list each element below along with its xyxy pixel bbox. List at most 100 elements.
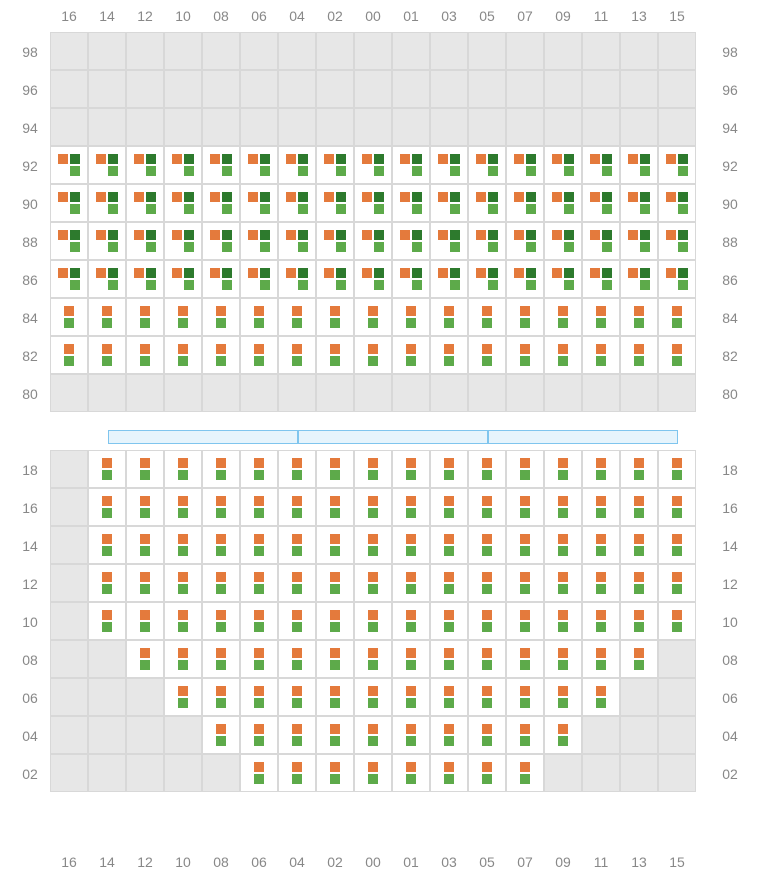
- seat-cell[interactable]: [240, 146, 278, 184]
- seat-cell[interactable]: [88, 146, 126, 184]
- seat-cell[interactable]: [354, 526, 392, 564]
- seat-cell[interactable]: [202, 184, 240, 222]
- seat-cell[interactable]: [430, 184, 468, 222]
- seat-cell[interactable]: [544, 222, 582, 260]
- seat-cell[interactable]: [468, 146, 506, 184]
- seat-cell[interactable]: [658, 260, 696, 298]
- seat-cell[interactable]: [392, 222, 430, 260]
- seat-cell[interactable]: [164, 222, 202, 260]
- seat-cell[interactable]: [430, 260, 468, 298]
- seat-cell[interactable]: [506, 754, 544, 792]
- seat-cell[interactable]: [88, 336, 126, 374]
- seat-cell[interactable]: [202, 336, 240, 374]
- seat-cell[interactable]: [354, 450, 392, 488]
- seat-cell[interactable]: [88, 184, 126, 222]
- seat-cell[interactable]: [202, 146, 240, 184]
- seat-cell[interactable]: [126, 184, 164, 222]
- seat-cell[interactable]: [468, 716, 506, 754]
- seat-cell[interactable]: [278, 754, 316, 792]
- seat-cell[interactable]: [88, 298, 126, 336]
- seat-cell[interactable]: [468, 222, 506, 260]
- seat-cell[interactable]: [88, 564, 126, 602]
- seat-cell[interactable]: [506, 716, 544, 754]
- seat-cell[interactable]: [316, 336, 354, 374]
- seat-cell[interactable]: [240, 260, 278, 298]
- seat-cell[interactable]: [582, 336, 620, 374]
- seat-cell[interactable]: [582, 640, 620, 678]
- seat-cell[interactable]: [50, 298, 88, 336]
- seat-cell[interactable]: [392, 298, 430, 336]
- seat-cell[interactable]: [582, 184, 620, 222]
- seat-cell[interactable]: [620, 602, 658, 640]
- seat-cell[interactable]: [544, 298, 582, 336]
- seat-cell[interactable]: [392, 336, 430, 374]
- seat-cell[interactable]: [126, 564, 164, 602]
- seat-cell[interactable]: [126, 488, 164, 526]
- seat-cell[interactable]: [88, 602, 126, 640]
- seat-cell[interactable]: [164, 640, 202, 678]
- seat-cell[interactable]: [278, 564, 316, 602]
- seat-cell[interactable]: [126, 526, 164, 564]
- seat-cell[interactable]: [240, 222, 278, 260]
- seat-cell[interactable]: [468, 184, 506, 222]
- seat-cell[interactable]: [430, 298, 468, 336]
- seat-cell[interactable]: [126, 450, 164, 488]
- seat-cell[interactable]: [240, 298, 278, 336]
- seat-cell[interactable]: [544, 716, 582, 754]
- seat-cell[interactable]: [164, 184, 202, 222]
- seat-cell[interactable]: [544, 184, 582, 222]
- seat-cell[interactable]: [202, 716, 240, 754]
- seat-cell[interactable]: [468, 678, 506, 716]
- seat-cell[interactable]: [278, 184, 316, 222]
- seat-cell[interactable]: [354, 336, 392, 374]
- seat-cell[interactable]: [430, 640, 468, 678]
- seat-cell[interactable]: [430, 564, 468, 602]
- seat-cell[interactable]: [544, 602, 582, 640]
- seat-cell[interactable]: [50, 260, 88, 298]
- seat-cell[interactable]: [354, 184, 392, 222]
- seat-cell[interactable]: [468, 640, 506, 678]
- seat-cell[interactable]: [240, 640, 278, 678]
- seat-cell[interactable]: [354, 222, 392, 260]
- seat-cell[interactable]: [620, 222, 658, 260]
- seat-cell[interactable]: [506, 526, 544, 564]
- seat-cell[interactable]: [544, 640, 582, 678]
- seat-cell[interactable]: [430, 602, 468, 640]
- seat-cell[interactable]: [620, 184, 658, 222]
- seat-cell[interactable]: [88, 526, 126, 564]
- seat-cell[interactable]: [164, 146, 202, 184]
- seat-cell[interactable]: [50, 184, 88, 222]
- seat-cell[interactable]: [316, 184, 354, 222]
- seat-cell[interactable]: [88, 488, 126, 526]
- seat-cell[interactable]: [658, 298, 696, 336]
- seat-cell[interactable]: [506, 222, 544, 260]
- seat-cell[interactable]: [582, 298, 620, 336]
- seat-cell[interactable]: [506, 298, 544, 336]
- seat-cell[interactable]: [544, 260, 582, 298]
- seat-cell[interactable]: [506, 488, 544, 526]
- seat-cell[interactable]: [506, 602, 544, 640]
- seat-cell[interactable]: [202, 526, 240, 564]
- seat-cell[interactable]: [126, 602, 164, 640]
- seat-cell[interactable]: [164, 564, 202, 602]
- seat-cell[interactable]: [164, 488, 202, 526]
- seat-cell[interactable]: [658, 146, 696, 184]
- seat-cell[interactable]: [392, 754, 430, 792]
- seat-cell[interactable]: [240, 678, 278, 716]
- seat-cell[interactable]: [202, 640, 240, 678]
- seat-cell[interactable]: [278, 222, 316, 260]
- seat-cell[interactable]: [582, 450, 620, 488]
- seat-cell[interactable]: [620, 336, 658, 374]
- seat-cell[interactable]: [468, 450, 506, 488]
- seat-cell[interactable]: [354, 640, 392, 678]
- seat-cell[interactable]: [506, 146, 544, 184]
- seat-cell[interactable]: [544, 146, 582, 184]
- seat-cell[interactable]: [392, 526, 430, 564]
- seat-cell[interactable]: [544, 336, 582, 374]
- seat-cell[interactable]: [316, 526, 354, 564]
- seat-cell[interactable]: [278, 146, 316, 184]
- seat-cell[interactable]: [468, 336, 506, 374]
- seat-cell[interactable]: [392, 260, 430, 298]
- seat-cell[interactable]: [582, 260, 620, 298]
- seat-cell[interactable]: [392, 716, 430, 754]
